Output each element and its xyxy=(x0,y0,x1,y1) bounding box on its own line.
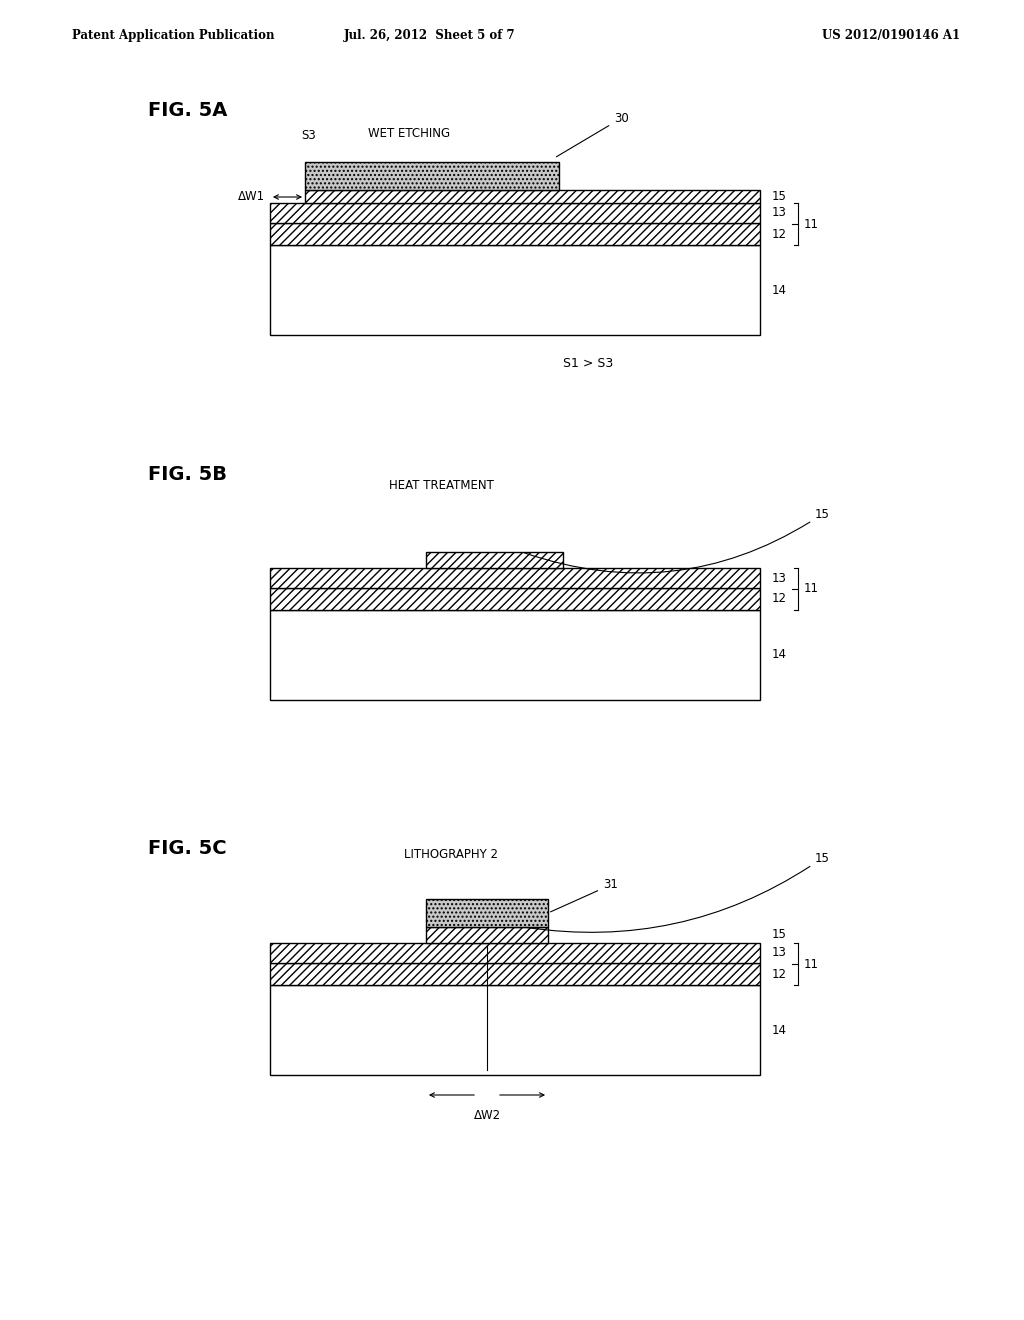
Text: 13: 13 xyxy=(772,572,786,585)
Text: 11: 11 xyxy=(804,582,819,595)
Text: Jul. 26, 2012  Sheet 5 of 7: Jul. 26, 2012 Sheet 5 of 7 xyxy=(344,29,516,41)
Text: FIG. 5B: FIG. 5B xyxy=(148,466,227,484)
Text: 14: 14 xyxy=(772,648,787,661)
Text: ΔW1: ΔW1 xyxy=(238,190,265,203)
Text: LITHOGRAPHY 2: LITHOGRAPHY 2 xyxy=(404,847,499,861)
Text: 14: 14 xyxy=(772,284,787,297)
Text: US 2012/0190146 A1: US 2012/0190146 A1 xyxy=(822,29,961,41)
Bar xyxy=(426,927,548,942)
Text: Patent Application Publication: Patent Application Publication xyxy=(72,29,274,41)
Text: 31: 31 xyxy=(551,879,617,912)
Text: 14: 14 xyxy=(772,1023,787,1036)
Text: 12: 12 xyxy=(772,968,787,981)
Text: FIG. 5C: FIG. 5C xyxy=(148,838,226,858)
Bar xyxy=(305,190,760,203)
Bar xyxy=(270,985,760,1074)
Bar xyxy=(270,587,760,610)
Text: 15: 15 xyxy=(772,190,786,203)
Text: ΔW2: ΔW2 xyxy=(473,1109,501,1122)
Text: S3: S3 xyxy=(302,129,316,143)
Text: HEAT TREATMENT: HEAT TREATMENT xyxy=(389,479,494,492)
Bar xyxy=(270,203,760,223)
Bar xyxy=(426,899,548,927)
Text: WET ETCHING: WET ETCHING xyxy=(369,127,451,140)
Text: 12: 12 xyxy=(772,593,787,606)
Bar xyxy=(270,223,760,246)
Text: 12: 12 xyxy=(772,227,787,240)
Text: 13: 13 xyxy=(772,946,786,960)
Bar xyxy=(270,942,760,964)
Text: 11: 11 xyxy=(804,218,819,231)
Text: FIG. 5A: FIG. 5A xyxy=(148,100,227,120)
Bar xyxy=(270,610,760,700)
Text: 15: 15 xyxy=(524,507,829,573)
Text: 11: 11 xyxy=(804,957,819,970)
Bar xyxy=(270,246,760,335)
Text: 15: 15 xyxy=(772,928,786,941)
Bar xyxy=(270,964,760,985)
Text: 13: 13 xyxy=(772,206,786,219)
Bar xyxy=(426,552,563,568)
Text: S1 > S3: S1 > S3 xyxy=(563,356,613,370)
Text: 15: 15 xyxy=(526,851,829,932)
Bar xyxy=(270,568,760,587)
Text: 30: 30 xyxy=(556,112,629,157)
Bar xyxy=(305,162,559,190)
